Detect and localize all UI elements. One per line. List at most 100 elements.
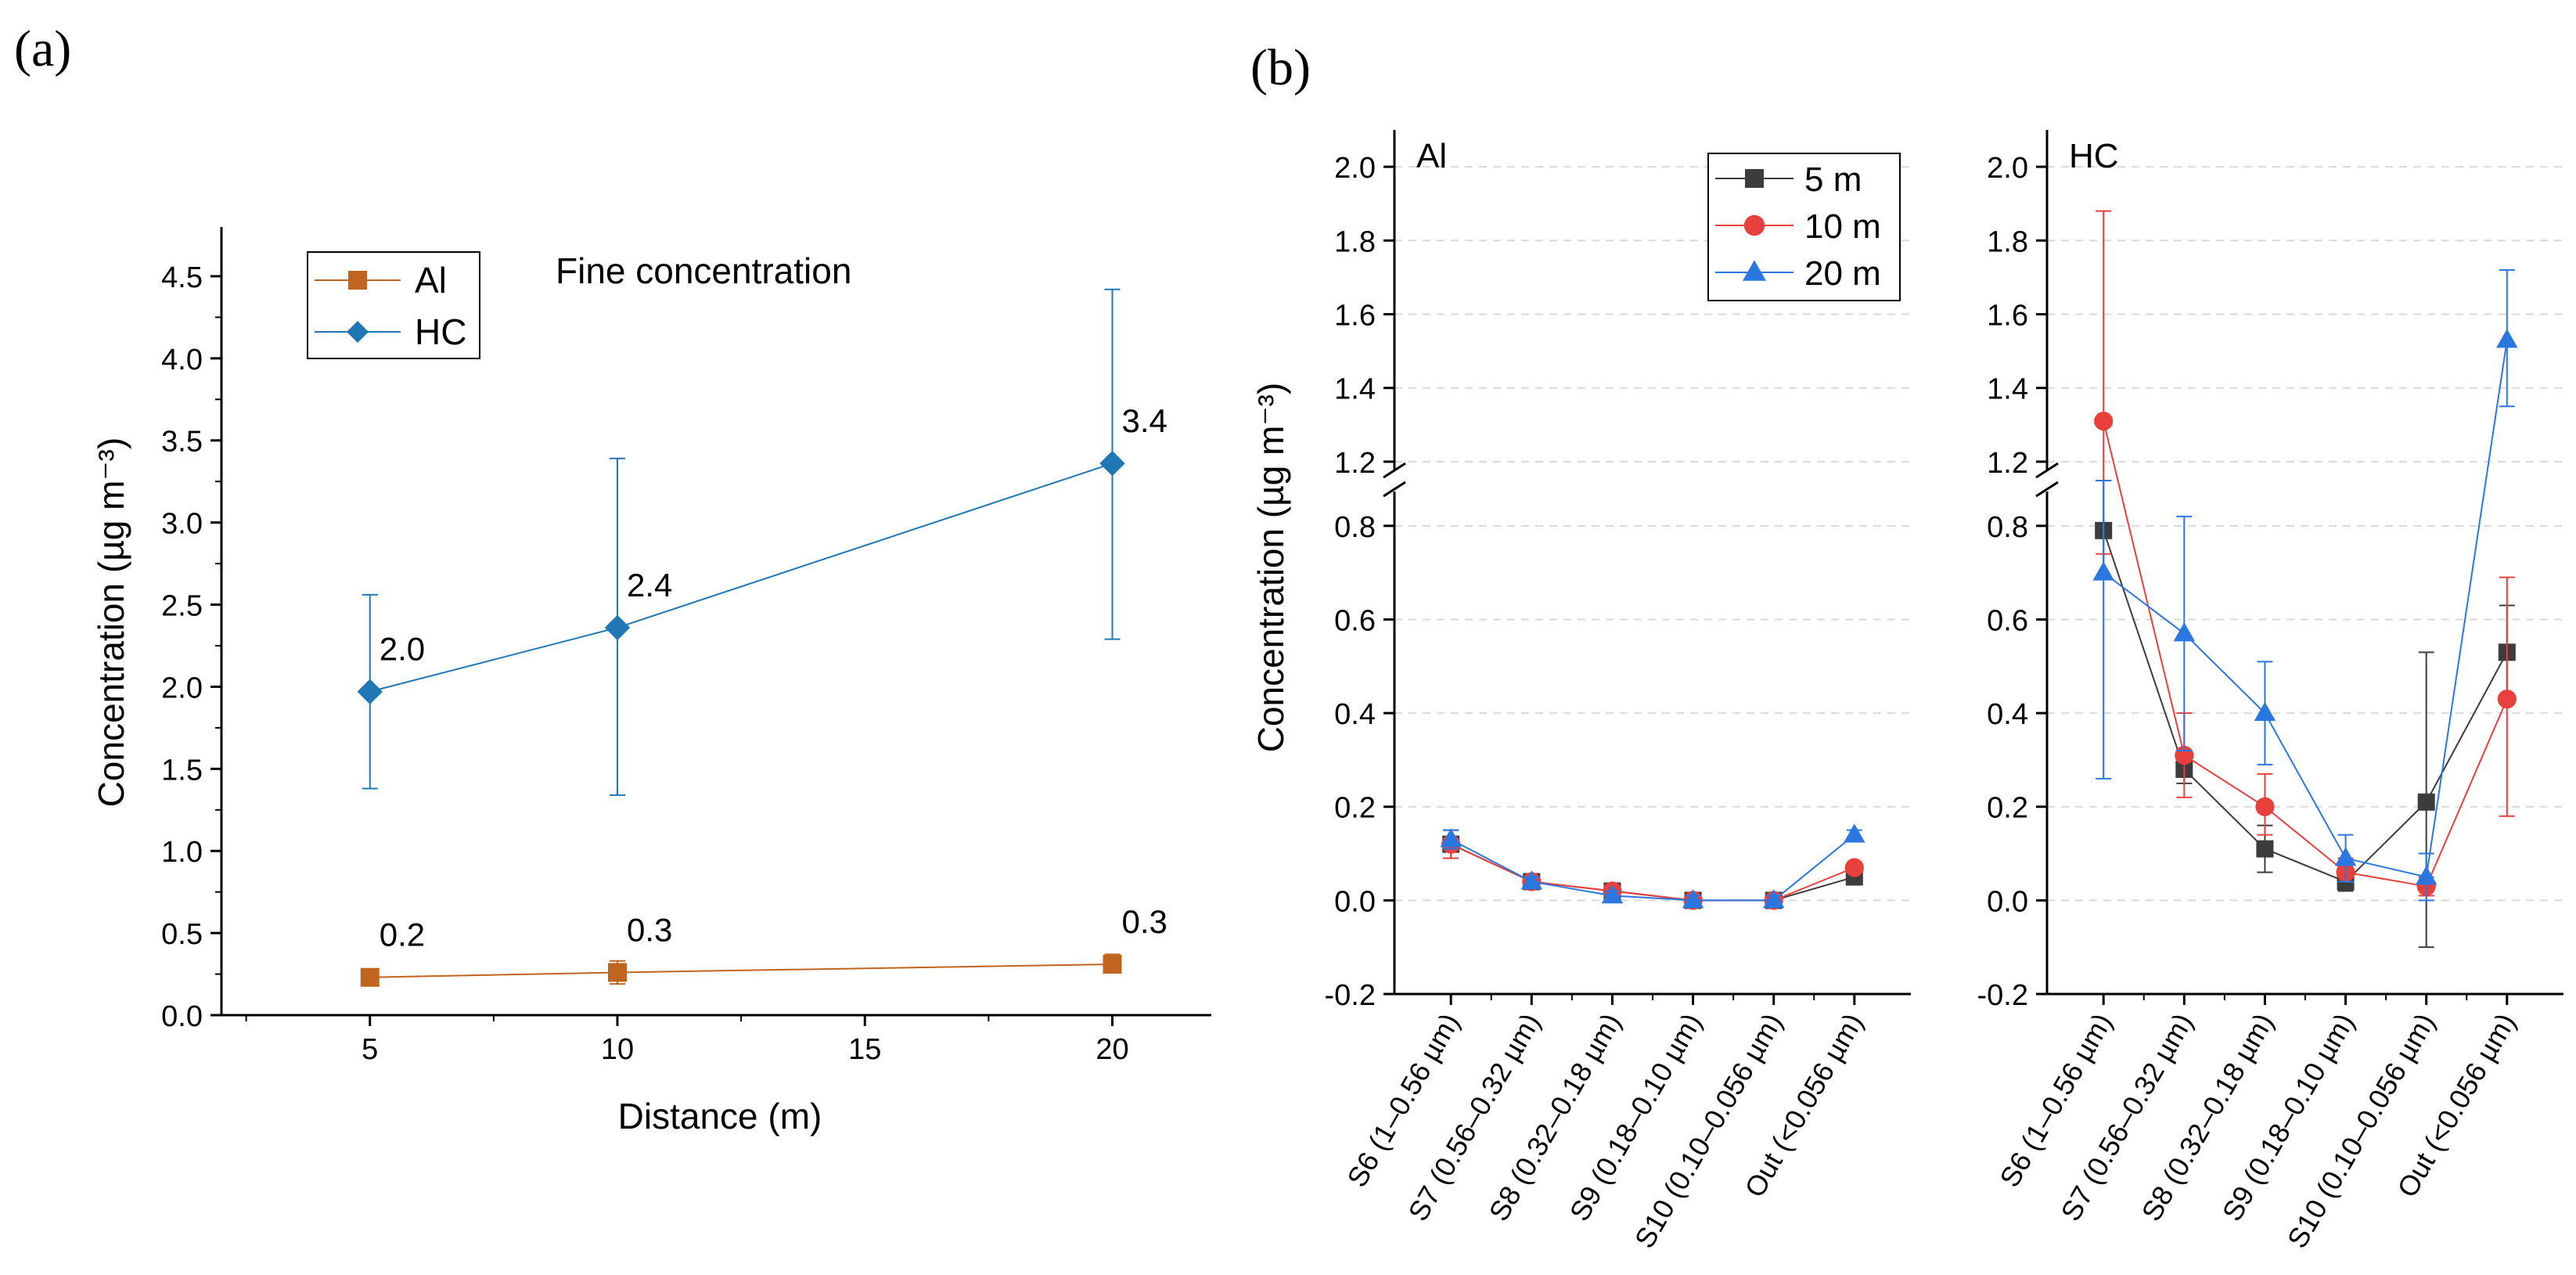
b-point-10m [1844, 858, 1864, 877]
panel-a-axes: 0.0 0.5 1.0 1.5 2.0 2.5 3.0 3.5 4.0 4.5 5 10 15 20 [161, 227, 1211, 1066]
b-ytick-label: 1.2 [1334, 447, 1376, 480]
b-ytick-label: 0.0 [1334, 885, 1376, 918]
a-point-al [1103, 954, 1122, 974]
a-ytick-label: 4.5 [161, 261, 203, 294]
b-ytick-label: 0.2 [1334, 792, 1376, 825]
a-ytick-label: 4.0 [161, 344, 203, 376]
b-ytick-label: 1.8 [1987, 225, 2028, 258]
b-point-20m [1682, 889, 1704, 909]
a-line-hc [369, 463, 1113, 693]
b-legend-marker [1743, 214, 1765, 236]
panel-a: (a) 0.0 0.5 1.0 1.5 2.0 2.5 3.0 3.5 4.0 4.5 5 10 15 2… [14, 20, 1211, 1136]
a-ytick-label: 1.0 [161, 836, 203, 869]
b-line-10m [2103, 420, 2508, 888]
b-point-20m [1520, 870, 1543, 890]
b-point-5m [2256, 840, 2274, 858]
b-point-20m [2173, 622, 2196, 642]
a-xtick-label: 15 [848, 1033, 881, 1066]
b-ytick-label: 1.8 [1334, 225, 1376, 258]
panel-b-label: (b) [1250, 39, 1311, 96]
a-line-al [369, 963, 1113, 978]
b-point-20m [2254, 701, 2276, 722]
panel-a-title: Fine concentration [556, 250, 851, 291]
a-data-label: 3.4 [1122, 402, 1167, 439]
a-xtick-label: 20 [1096, 1033, 1128, 1066]
a-data-label: 0.3 [1122, 903, 1167, 940]
b-axis-break [2035, 462, 2059, 479]
b-point-20m [1440, 828, 1462, 848]
a-data-label: 2.4 [627, 567, 672, 603]
b-line-20m [1450, 834, 1855, 902]
b-xtick-label: S10 (0.10–0.056 µm) [2281, 1008, 2441, 1254]
a-ytick-label: 0.0 [161, 1000, 203, 1033]
b-ytick-label: 0.8 [1987, 511, 2028, 544]
b-ytick-label: 1.6 [1334, 299, 1376, 332]
b-point-10m [2497, 690, 2517, 709]
panel-b-legend: 5 m 10 m 20 m [1707, 153, 1901, 301]
b-ytick-label: 1.4 [1987, 373, 2028, 406]
b-ytick-label: -0.2 [1325, 979, 1376, 1012]
b-xtick-label: S10 (0.10–0.056 µm) [1628, 1008, 1789, 1254]
a-data-label: 0.2 [380, 917, 425, 953]
b-point-20m [1762, 889, 1785, 909]
b-line-20m [2103, 340, 2508, 878]
panel-a-legend: Al HC [307, 251, 480, 359]
a-ytick-label: 3.0 [161, 508, 203, 541]
b-point-20m [2415, 866, 2437, 885]
b-ytick-label: 0.4 [1334, 698, 1376, 731]
b-point-20m [2334, 847, 2357, 866]
legend-al-label: Al [415, 260, 447, 301]
a-point-al [360, 967, 380, 987]
panel-b-axes: -0.20.00.20.40.60.81.21.41.61.82.0S6 (1–… [1325, 130, 2563, 1254]
b-ytick-label: 0.0 [1987, 885, 2028, 918]
b-legend-label: 20 m [1804, 254, 1881, 293]
b-ytick-label: 1.2 [1987, 447, 2028, 480]
b-ytick-label: 0.8 [1334, 511, 1376, 544]
a-point-hc [357, 679, 383, 704]
b-ytick-label: -0.2 [1977, 979, 2028, 1012]
a-point-hc [604, 614, 631, 641]
b-legend-marker [1745, 169, 1764, 188]
panel-a-label: (a) [14, 20, 71, 77]
panel-b-series [1440, 210, 2518, 949]
panel-a-series: 0.2 0.3 0.3 2.0 2.4 3.4 [357, 288, 1167, 987]
b-axis-break [1383, 462, 1406, 479]
b-legend-label: 5 m [1804, 160, 1862, 199]
b-point-20m [2092, 561, 2114, 581]
b-point-5m [2417, 793, 2435, 811]
b-point-20m [1601, 884, 1624, 904]
b-legend-label: 10 m [1804, 207, 1881, 246]
legend-al-marker [348, 271, 367, 290]
panel-a-ylabel: Concentration (µg m⁻³) [91, 438, 131, 808]
a-ytick-label: 3.5 [161, 426, 203, 459]
legend-hc-label: HC [415, 312, 466, 352]
panel-b: (b) Concentration (µg m⁻³) -0.2 0.0 0.2 0.4… [1250, 39, 2563, 1254]
a-ytick-label: 0.5 [161, 918, 203, 951]
a-ytick-label: 1.5 [161, 754, 203, 787]
panel-b-ylabel: Concentration (µg m⁻³) [1250, 383, 1291, 753]
b-point-10m [2255, 797, 2275, 816]
b-ytick-label: 1.6 [1987, 299, 2028, 332]
panel-a-xlabel: Distance (m) [618, 1096, 822, 1136]
a-point-hc [1099, 450, 1125, 477]
b-axis-break [2035, 481, 2059, 498]
a-ytick-label: 2.5 [161, 590, 203, 623]
b-ytick-label: 2.0 [1334, 152, 1376, 185]
b-ytick-label: 0.4 [1987, 698, 2028, 731]
b-axis-break [1383, 481, 1406, 498]
a-xtick-label: 10 [601, 1033, 634, 1066]
legend-box [307, 251, 480, 359]
b-ytick-label: 0.6 [1987, 604, 2028, 637]
b-point-20m [1844, 823, 1865, 843]
b-ytick-label: 2.0 [1987, 152, 2028, 185]
a-data-label: 0.3 [627, 911, 672, 948]
legend-hc-marker [347, 321, 369, 343]
a-xtick-label: 5 [362, 1033, 378, 1066]
b-subplot-label: Al [1416, 137, 1447, 175]
b-legend-marker [1743, 260, 1766, 281]
b-point-10m [2094, 411, 2114, 431]
b-ytick-label: 1.4 [1334, 373, 1376, 406]
a-point-al [608, 963, 627, 982]
b-line-5m [2103, 530, 2508, 883]
b-line-10m [1450, 843, 1855, 902]
